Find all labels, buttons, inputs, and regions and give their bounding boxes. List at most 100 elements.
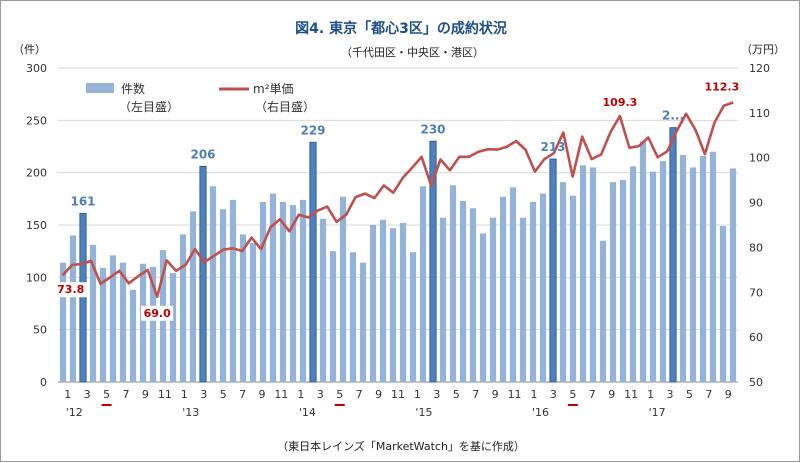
- bar: [499, 196, 507, 382]
- x-tick-label: 3: [667, 388, 674, 401]
- x-tick-label: 5: [686, 388, 693, 401]
- line-label-backdrop: [141, 305, 174, 321]
- y-right-unit: （万円）: [741, 43, 785, 56]
- bar: [709, 151, 717, 382]
- bar-value-label: 230: [420, 122, 445, 136]
- bar: [79, 212, 87, 383]
- x-tick-label: 1: [531, 388, 538, 401]
- x-tick-label: 1: [64, 388, 71, 401]
- bar: [489, 217, 497, 382]
- bar: [219, 209, 227, 382]
- bar: [89, 244, 97, 382]
- y-left-tick-label: 100: [26, 271, 47, 284]
- x-tick-label: 7: [589, 388, 596, 401]
- legend: 件数 （左目盛） m²単価 （右目盛）: [86, 81, 315, 114]
- line-label-backdrop: [54, 282, 87, 298]
- chart-subtitle: （千代田区・中央区・港区）: [341, 46, 484, 59]
- bar: [169, 273, 177, 382]
- y-left-unit: （件）: [13, 43, 46, 56]
- bar: [569, 195, 577, 382]
- x-tick-label: 1: [181, 388, 188, 401]
- x-tick-label: 11: [508, 388, 522, 401]
- bar: [349, 252, 357, 382]
- x-tick-label: 7: [123, 388, 130, 401]
- x-tick-label: 5: [453, 388, 460, 401]
- x-axis: 1 3 5 7 9 11 1 3 5 7 9 11 1 3 5 7 9 11 1 3 5 7 9 11 1 3 5 7 9 11 1 3 5 7 9…: [64, 388, 732, 419]
- y-axis-right: 50 60 70 80 90 100 110 120: [749, 62, 770, 389]
- y-right-tick-label: 50: [749, 376, 763, 389]
- bar: [229, 199, 237, 382]
- x-tick-label: 3: [84, 388, 91, 401]
- bar: [459, 200, 467, 382]
- x-tick-label: 9: [259, 388, 266, 401]
- bar: [129, 289, 137, 382]
- x-tick-label: 7: [356, 388, 363, 401]
- bar: [269, 193, 277, 382]
- bar: [629, 166, 637, 382]
- bar-series: [59, 127, 737, 383]
- line-value-label: 112.3: [704, 81, 739, 94]
- bar: [139, 263, 147, 382]
- x-tick-label: 11: [624, 388, 638, 401]
- data-labels: 161 206 229 230 213 2... 73.8 69.0 109.3 112.3: [54, 81, 739, 321]
- bar: [329, 251, 337, 382]
- x-tick-label: 5: [569, 388, 576, 401]
- y-left-tick-label: 250: [26, 114, 47, 127]
- x-tick-label: 9: [142, 388, 149, 401]
- bar: [209, 186, 217, 382]
- x-tick-label: 11: [391, 388, 405, 401]
- bar: [609, 182, 617, 382]
- bar: [379, 219, 387, 382]
- bar: [239, 234, 247, 382]
- line-value-label: 109.3: [603, 96, 638, 109]
- bar: [509, 187, 517, 382]
- bar: [339, 196, 347, 382]
- y-left-tick-label: 200: [26, 167, 47, 180]
- x-tick-label: 7: [472, 388, 479, 401]
- x-tick-label: 1: [414, 388, 421, 401]
- bar: [479, 233, 487, 382]
- bar: [469, 208, 477, 382]
- x-tick-label: 9: [608, 388, 615, 401]
- y-right-tick-label: 80: [749, 241, 763, 254]
- bar: [289, 205, 297, 382]
- line-series: [61, 101, 734, 299]
- x-year-label: '16: [532, 406, 549, 419]
- bar: [599, 240, 607, 382]
- line-value-label: 73.8: [57, 283, 84, 296]
- x-tick-label: 3: [433, 388, 440, 401]
- bar: [259, 201, 267, 382]
- x-year-label: '15: [415, 406, 432, 419]
- bar: [639, 141, 647, 382]
- bar: [619, 179, 627, 382]
- bar: [149, 266, 157, 382]
- x-tick-label: 3: [317, 388, 324, 401]
- bar: [449, 185, 457, 382]
- bar: [649, 171, 657, 382]
- bar: [559, 182, 567, 382]
- chart-title: 図4. 東京「都心3区」の成約状況: [295, 20, 507, 37]
- x-year-label: '17: [649, 406, 666, 419]
- bar: [359, 262, 367, 382]
- x-tick-label: 11: [274, 388, 288, 401]
- bar: [249, 242, 257, 382]
- bar-value-label: 161: [70, 194, 95, 208]
- x-tick-label: 9: [725, 388, 732, 401]
- bar: [99, 267, 107, 382]
- y-left-tick-label: 150: [26, 219, 47, 232]
- bar: [419, 186, 427, 382]
- x-tick-label: 11: [158, 388, 172, 401]
- bar: [429, 140, 437, 383]
- line-value-label: 69.0: [144, 307, 171, 320]
- bar: [719, 226, 727, 382]
- bar: [279, 201, 287, 382]
- y-left-tick-label: 50: [33, 324, 47, 337]
- bar: [679, 154, 687, 382]
- bar-value-label: 213: [540, 140, 565, 154]
- bar: [399, 222, 407, 382]
- bar: [409, 252, 417, 382]
- x-tick-label: 7: [705, 388, 712, 401]
- bar-value-label: 206: [190, 147, 215, 161]
- bar: [579, 165, 587, 382]
